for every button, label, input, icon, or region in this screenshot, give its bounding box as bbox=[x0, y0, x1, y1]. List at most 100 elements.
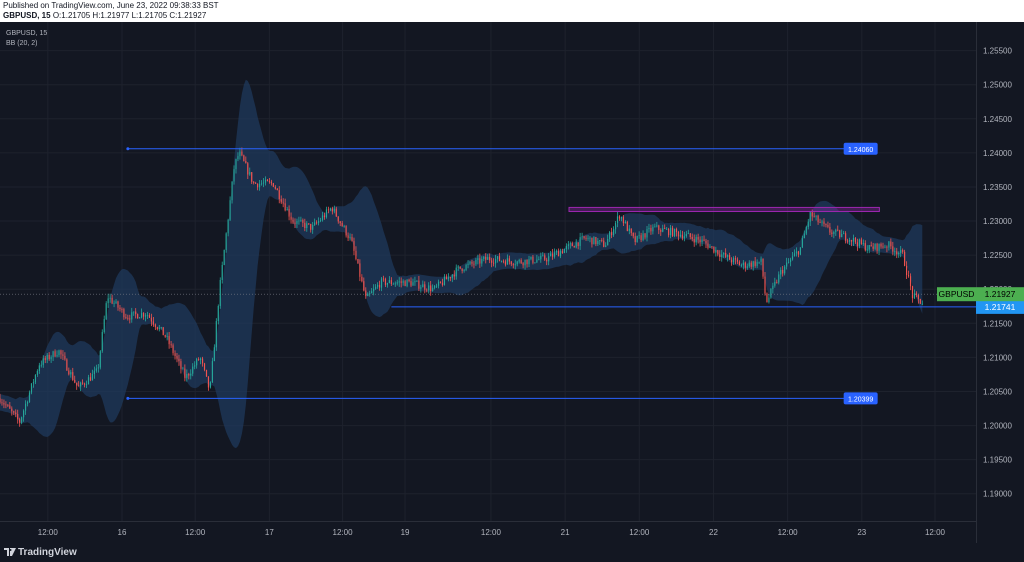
candle-body bbox=[314, 222, 316, 225]
candle-body bbox=[257, 183, 259, 188]
candle-body bbox=[640, 235, 642, 240]
candle-body bbox=[201, 358, 204, 364]
candle-body bbox=[687, 233, 689, 235]
candle-body bbox=[628, 228, 630, 232]
candle-body bbox=[744, 262, 746, 268]
candle-body bbox=[394, 283, 396, 285]
candle-body bbox=[817, 215, 819, 223]
candle-body bbox=[7, 405, 9, 406]
candle-body bbox=[876, 243, 878, 251]
candle-body bbox=[435, 285, 438, 287]
candle-body bbox=[919, 298, 921, 304]
candle-body bbox=[546, 259, 548, 262]
candle-body bbox=[286, 208, 288, 211]
candle-body bbox=[839, 230, 841, 238]
candle-body bbox=[738, 261, 741, 266]
candle-body bbox=[107, 298, 109, 304]
candle-body bbox=[719, 254, 721, 258]
candle-body bbox=[351, 237, 353, 242]
candle-body bbox=[723, 253, 725, 255]
tradingview-logo-icon bbox=[4, 548, 16, 556]
candle-body bbox=[317, 220, 320, 223]
candle-body bbox=[347, 235, 349, 239]
candle-body bbox=[258, 183, 261, 188]
candle-body bbox=[270, 181, 272, 184]
candle-body bbox=[493, 262, 495, 264]
candle-body bbox=[685, 234, 687, 237]
candle-body bbox=[561, 251, 564, 254]
candle-body bbox=[198, 359, 200, 360]
candle-body bbox=[917, 294, 919, 299]
current-price-text: 1.21927 bbox=[985, 289, 1016, 299]
published-info: Published on TradingView.com, June 23, 2… bbox=[3, 1, 219, 10]
candle-body bbox=[280, 199, 282, 203]
resistance-zone[interactable] bbox=[568, 206, 880, 213]
legend-indicator[interactable]: BB (20, 2) bbox=[6, 40, 38, 47]
candle-body bbox=[538, 259, 540, 261]
candle-body bbox=[15, 412, 17, 415]
candle-body bbox=[595, 237, 597, 245]
candle-body bbox=[784, 266, 786, 274]
candle-body bbox=[233, 169, 235, 182]
candle-body bbox=[288, 208, 290, 217]
candle-body bbox=[376, 284, 379, 287]
level-anchor-point[interactable] bbox=[126, 147, 130, 151]
candle-body bbox=[156, 327, 158, 330]
candle-body bbox=[654, 226, 656, 228]
candle-body bbox=[68, 370, 70, 375]
candle-body bbox=[117, 301, 119, 308]
candle-body bbox=[432, 287, 434, 292]
candle-body bbox=[125, 317, 127, 319]
candle-body bbox=[186, 373, 188, 378]
candle-body bbox=[732, 258, 735, 263]
candle-body bbox=[618, 216, 621, 219]
candle-body bbox=[548, 256, 550, 262]
candle-body bbox=[807, 221, 809, 227]
candle-body bbox=[361, 276, 363, 282]
candle-body bbox=[683, 236, 685, 239]
candle-body bbox=[703, 239, 705, 241]
candle-body bbox=[695, 236, 697, 243]
candle-body bbox=[451, 274, 453, 279]
candle-body bbox=[251, 172, 253, 182]
candle-body bbox=[715, 250, 717, 253]
symbol-tag-text: GBPUSD bbox=[939, 289, 975, 299]
open-label: O: bbox=[52, 11, 62, 20]
candle-body bbox=[786, 262, 788, 267]
candle-body bbox=[268, 181, 271, 182]
candle-body bbox=[845, 233, 847, 241]
candle-body bbox=[565, 245, 567, 249]
candle-body bbox=[121, 309, 123, 310]
candle-body bbox=[345, 226, 347, 236]
candle-body bbox=[54, 351, 56, 357]
candle-body bbox=[760, 258, 762, 262]
candle-body bbox=[868, 245, 870, 250]
candle-body bbox=[272, 183, 274, 187]
candle-body bbox=[880, 243, 882, 247]
candle-body bbox=[675, 228, 678, 232]
level-anchor-point[interactable] bbox=[126, 396, 130, 400]
candle-body bbox=[253, 181, 255, 183]
candle-body bbox=[544, 255, 546, 260]
candle-body bbox=[481, 258, 483, 264]
candle-body bbox=[282, 202, 284, 204]
candle-body bbox=[896, 251, 898, 255]
candle-body bbox=[341, 223, 343, 227]
candle-body bbox=[516, 261, 518, 265]
price-scale-level-text: 1.21741 bbox=[985, 302, 1016, 312]
candle-body bbox=[437, 281, 440, 286]
candle-body bbox=[746, 266, 748, 268]
candle-body bbox=[353, 241, 355, 251]
candle-body bbox=[569, 243, 571, 245]
candle-body bbox=[536, 259, 538, 263]
candle-body bbox=[878, 243, 880, 251]
candle-body bbox=[424, 284, 426, 290]
candle-body bbox=[528, 259, 530, 265]
candle-body bbox=[833, 231, 835, 234]
candle-body bbox=[359, 263, 361, 277]
price-chart[interactable]: 12:00 16 12:00 17 12:00 19 12:00 21 12:00 22 12:00… bbox=[0, 22, 1024, 543]
candle-body bbox=[911, 286, 914, 299]
candle-body bbox=[573, 246, 575, 248]
candle-body bbox=[83, 383, 86, 385]
candle-body bbox=[113, 303, 115, 304]
